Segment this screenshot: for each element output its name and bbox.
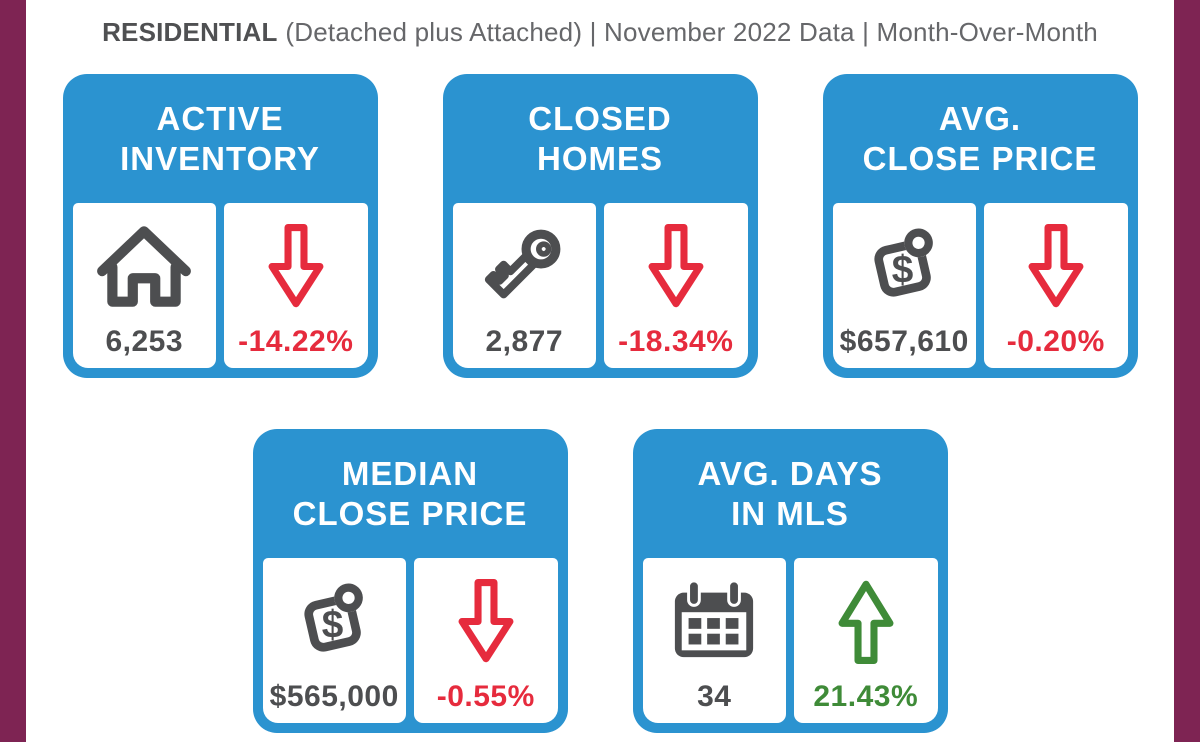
metric-card-title-line2: IN MLS xyxy=(731,494,849,532)
metric-value-panel: 6,253 xyxy=(72,203,216,368)
price-tag-icon: $ xyxy=(874,228,934,297)
metric-change-panel: 21.43% xyxy=(794,558,938,723)
svg-text:$: $ xyxy=(322,603,344,646)
metric-change: -14.22% xyxy=(238,325,354,358)
metric-icon-wrap: $ xyxy=(853,203,955,325)
metric-change: 21.43% xyxy=(813,680,919,713)
arrow-down-icon xyxy=(268,223,324,307)
metric-change-panel: -0.20% xyxy=(984,203,1128,368)
metric-card-body: $ $657,610 -0.20% xyxy=(823,203,1138,378)
metric-card-title-line1: CLOSED xyxy=(528,99,672,137)
metric-value-panel: $ $657,610 xyxy=(832,203,976,368)
metric-card-title-line2: INVENTORY xyxy=(120,139,320,177)
metric-change: -18.34% xyxy=(618,325,734,358)
metric-card-title-line1: ACTIVE xyxy=(156,99,284,137)
arrow-down-icon xyxy=(458,578,514,662)
cards-row-2: MEDIAN CLOSE PRICE $ xyxy=(0,429,1200,733)
metric-value: 6,253 xyxy=(105,325,184,358)
key-icon xyxy=(485,229,561,299)
metric-card-title-line2: CLOSE PRICE xyxy=(862,139,1098,177)
metric-change-panel: -14.22% xyxy=(224,203,368,368)
metric-card: ACTIVE INVENTORY 6,253 xyxy=(62,74,378,378)
cards-row-1: ACTIVE INVENTORY 6,253 xyxy=(0,74,1200,378)
arrow-down-icon xyxy=(1028,223,1084,307)
metric-card-title: AVG. CLOSE PRICE xyxy=(823,74,1138,203)
metric-card: CLOSED HOMES 2,877 xyxy=(442,74,758,378)
metric-card-title-line2: HOMES xyxy=(536,139,663,177)
metric-card-title-line2: CLOSE PRICE xyxy=(292,494,528,532)
change-arrow-wrap xyxy=(455,558,517,680)
metric-change-panel: -18.34% xyxy=(604,203,748,368)
metric-change: -0.55% xyxy=(436,680,535,713)
metric-value: 2,877 xyxy=(485,325,564,358)
left-border-bar xyxy=(0,0,26,742)
house-icon xyxy=(97,226,192,307)
metric-icon-wrap xyxy=(665,558,763,680)
metric-card: AVG. CLOSE PRICE $ xyxy=(822,74,1138,378)
metric-icon-wrap: $ xyxy=(283,558,385,680)
metric-value-panel: 2,877 xyxy=(452,203,596,368)
metric-card-title-line1: AVG. DAYS xyxy=(697,454,883,492)
change-arrow-wrap xyxy=(265,203,327,325)
change-arrow-wrap xyxy=(835,558,897,680)
metric-card-title: MEDIAN CLOSE PRICE xyxy=(253,429,568,558)
metric-card-title-line1: AVG. xyxy=(938,99,1022,137)
change-arrow-wrap xyxy=(645,203,707,325)
metric-card-body: 34 21.43% xyxy=(633,558,948,733)
svg-text:$: $ xyxy=(892,248,914,291)
metric-icon-wrap xyxy=(476,203,572,325)
metric-card-body: 2,877 -18.34% xyxy=(443,203,758,378)
metric-value: $657,610 xyxy=(839,325,969,358)
right-border-bar xyxy=(1174,0,1200,742)
page-title-category: RESIDENTIAL xyxy=(102,17,278,47)
metric-card-title: CLOSED HOMES xyxy=(443,74,758,203)
metric-icon-wrap xyxy=(93,203,195,325)
metric-value-panel: $ $565,000 xyxy=(262,558,406,723)
metric-card-title: ACTIVE INVENTORY xyxy=(63,74,378,203)
calendar-icon xyxy=(675,579,754,658)
page-title-detail: (Detached plus Attached) | November 2022… xyxy=(285,17,1098,47)
metric-card-title: AVG. DAYS IN MLS xyxy=(633,429,948,558)
metric-change: -0.20% xyxy=(1006,325,1105,358)
page-title: RESIDENTIAL (Detached plus Attached) | No… xyxy=(0,0,1200,48)
metric-card-body: 6,253 -14.22% xyxy=(63,203,378,378)
metric-card-title-line1: MEDIAN xyxy=(341,454,479,492)
metric-change-panel: -0.55% xyxy=(414,558,558,723)
arrow-down-icon xyxy=(648,223,704,307)
metric-card-body: $ $565,000 -0.55% xyxy=(253,558,568,733)
metric-value-panel: 34 xyxy=(642,558,786,723)
metric-value: $565,000 xyxy=(269,680,399,713)
price-tag-icon: $ xyxy=(304,583,364,652)
arrow-up-icon xyxy=(838,580,894,664)
metric-card: MEDIAN CLOSE PRICE $ xyxy=(252,429,568,733)
metric-value: 34 xyxy=(697,680,732,713)
metric-card: AVG. DAYS IN MLS xyxy=(632,429,948,733)
change-arrow-wrap xyxy=(1025,203,1087,325)
